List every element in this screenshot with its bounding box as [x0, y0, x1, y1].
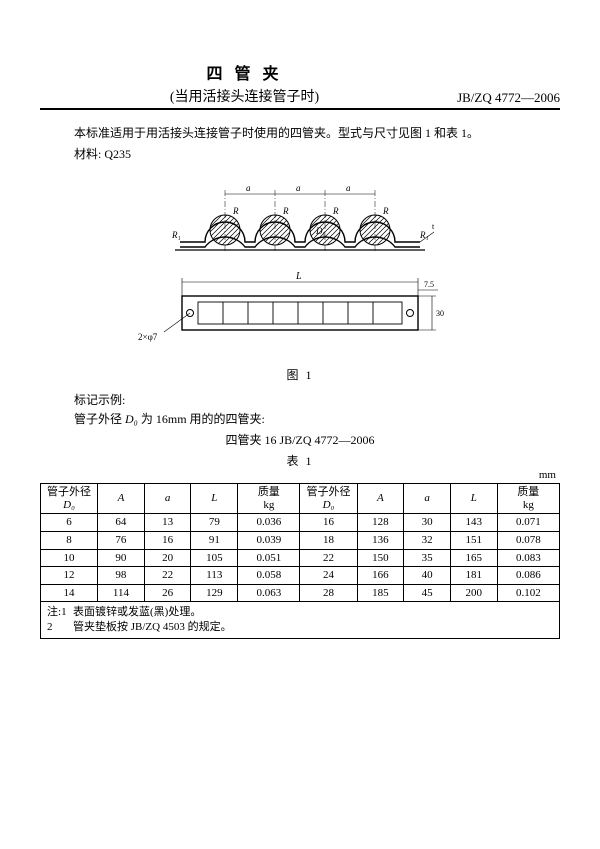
svg-text:R: R	[382, 206, 389, 216]
note-2: 2 管夹垫板按 JB/ZQ 4503 的规定。	[47, 620, 553, 635]
table-header-row: 管子外径 D₀ A a L 质量 kg 管子外径 D₀ A a L 质量	[41, 484, 560, 514]
marking-line2: 管子外径 D₀ 为 16mm 用的的四管夹:	[50, 410, 550, 427]
intro-text: 本标准适用于用活接头连接管子时使用的四管夹。型式与尺寸见图 1 和表 1。	[50, 124, 550, 141]
title-main: 四 管 夹	[40, 60, 449, 84]
marking-block: 标记示例: 管子外径 D₀ 为 16mm 用的的四管夹: 四管夹 16 JB/Z…	[50, 391, 550, 448]
table-caption: 表 1	[40, 452, 560, 469]
table-row: 10 90 20 105 0.051 22 150 35 165 0.083	[41, 549, 560, 567]
th-L-left: L	[191, 484, 238, 514]
label-R: R	[232, 206, 239, 216]
marking-label: 标记示例:	[50, 391, 550, 408]
label-7-5: 7.5	[424, 280, 434, 289]
svg-text:R: R	[332, 206, 339, 216]
th-mass-right: 质量 kg	[497, 484, 559, 514]
label-a-3: a	[346, 183, 351, 193]
figure-profile: R₁ R₁ a a a R R R R D₀ t	[171, 183, 435, 252]
header: 四 管 夹 (当用活接头连接管子时) JB/ZQ 4772—2006	[40, 60, 560, 110]
table-row: 12 98 22 113 0.058 24 166 40 181 0.086	[41, 567, 560, 585]
th-L-right: L	[450, 484, 497, 514]
label-L: L	[295, 271, 302, 282]
figure-plan: L 7.5	[138, 271, 444, 342]
label-a-1: a	[246, 183, 251, 193]
label-R1-right: R₁	[419, 230, 429, 240]
label-D0: D₀	[315, 226, 326, 236]
th-A-left: A	[98, 484, 145, 514]
dimension-table: 管子外径 D₀ A a L 质量 kg 管子外径 D₀ A a L 质量	[40, 483, 560, 602]
note-1: 注:1 表面镀锌或发蓝(黑)处理。	[47, 605, 553, 620]
th-a-left: a	[144, 484, 191, 514]
page: 四 管 夹 (当用活接头连接管子时) JB/ZQ 4772—2006 本标准适用…	[0, 0, 600, 849]
figure-caption: 图 1	[40, 366, 560, 383]
table-row: 8 76 16 91 0.039 18 136 32 151 0.078	[41, 531, 560, 549]
table-row: 6 64 13 79 0.036 16 128 30 143 0.071	[41, 514, 560, 532]
title-block: 四 管 夹 (当用活接头连接管子时)	[40, 60, 449, 106]
standard-code: JB/ZQ 4772—2006	[449, 90, 560, 106]
th-D0-left: 管子外径 D₀	[41, 484, 98, 514]
svg-text:R: R	[282, 206, 289, 216]
table-unit: mm	[40, 469, 556, 481]
label-30: 30	[436, 309, 444, 318]
th-a-right: a	[404, 484, 451, 514]
marking-code: 四管夹 16 JB/ZQ 4772—2006	[50, 431, 550, 448]
label-thickness: t	[432, 222, 435, 231]
table-body: 6 64 13 79 0.036 16 128 30 143 0.071 8 7…	[41, 514, 560, 602]
th-D0-right: 管子外径 D₀	[300, 484, 357, 514]
label-holes: 2×φ7	[138, 332, 158, 342]
label-a-2: a	[296, 183, 301, 193]
notes-block: 注:1 表面镀锌或发蓝(黑)处理。 2 管夹垫板按 JB/ZQ 4503 的规定…	[40, 602, 560, 639]
th-mass-left: 质量 kg	[238, 484, 300, 514]
material-text: 材料: Q235	[50, 145, 550, 162]
th-A-right: A	[357, 484, 404, 514]
label-R1-left: R₁	[171, 230, 181, 240]
table-row: 14 114 26 129 0.063 28 185 45 200 0.102	[41, 584, 560, 602]
title-sub: (当用活接头连接管子时)	[40, 86, 449, 106]
figure-1: R₁ R₁ a a a R R R R D₀ t	[40, 172, 560, 362]
figure-svg: R₁ R₁ a a a R R R R D₀ t	[120, 172, 480, 362]
